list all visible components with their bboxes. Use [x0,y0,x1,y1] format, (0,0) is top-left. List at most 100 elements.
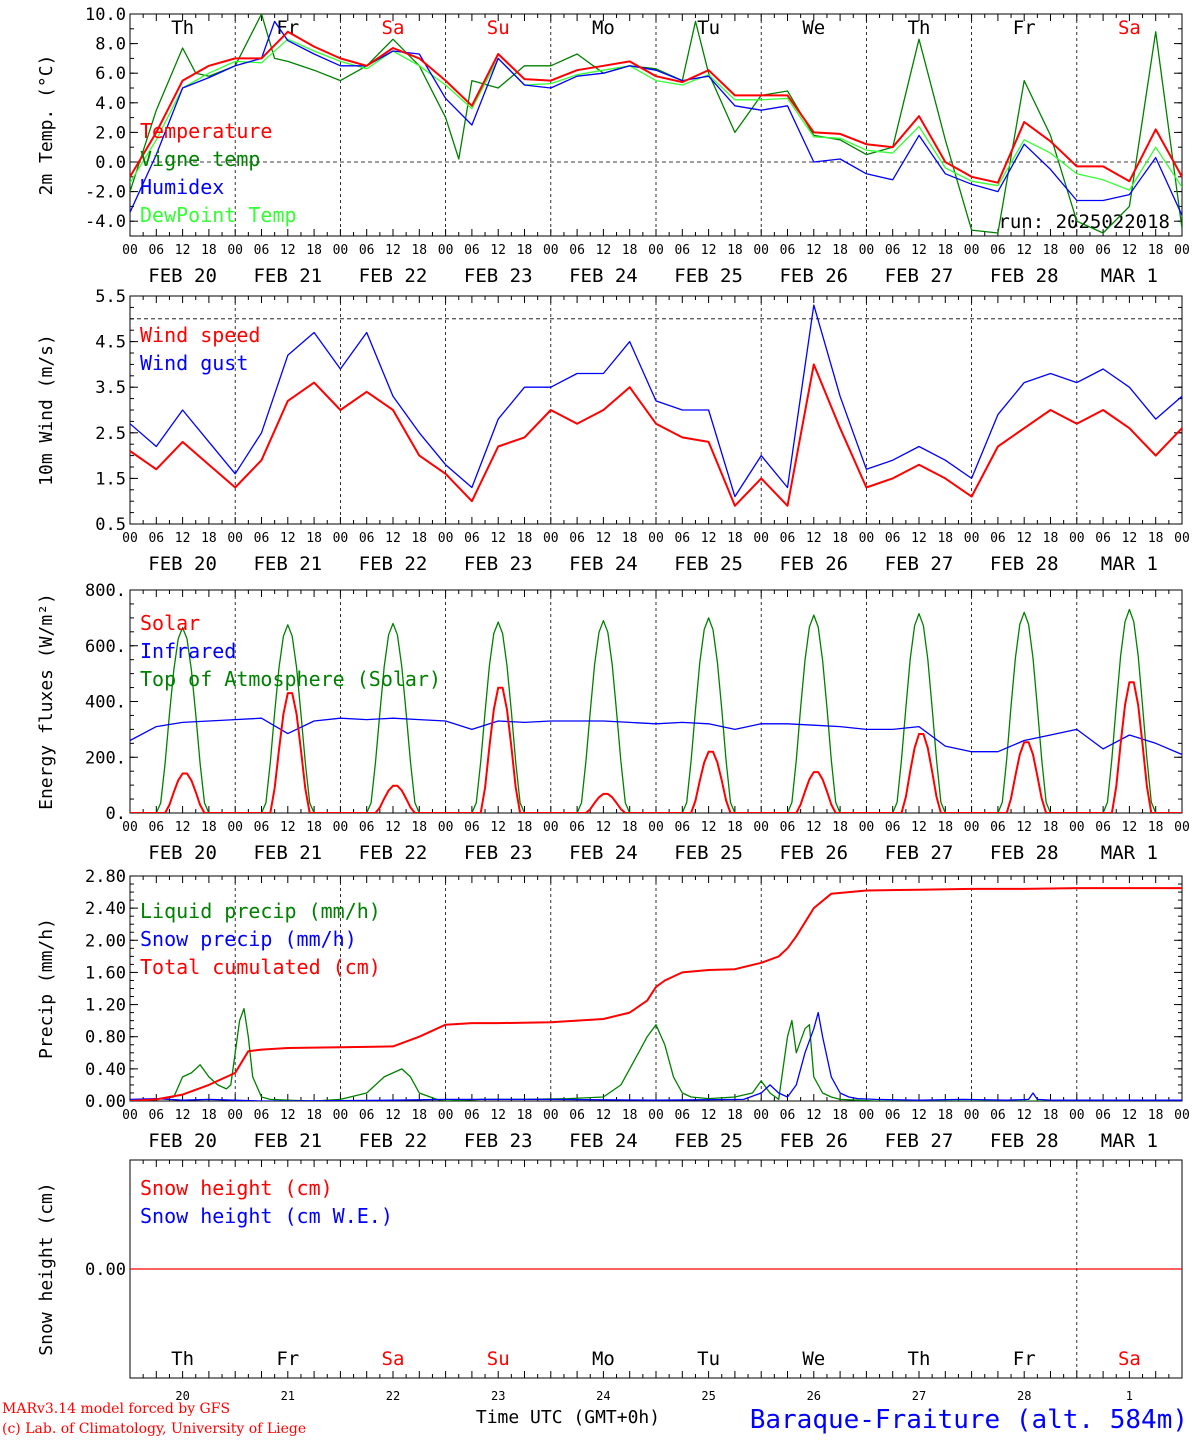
day-number-label: 26 [807,1389,821,1403]
hour-label: 00 [227,1108,243,1123]
date-label: FEB 21 [253,1130,322,1152]
weekday-label: We [802,17,825,39]
date-label: FEB 22 [359,265,428,287]
hour-label: 18 [1043,243,1059,258]
hour-label: 00 [1174,531,1190,546]
hour-label: 00 [753,531,769,546]
hour-label: 06 [1095,820,1111,835]
panel-2: 5.5 4.5 3.5 2.5 1.5 0.5 10m Wind (m/s) 00 06 12 18… [36,287,1190,575]
hour-label: 18 [727,1108,743,1123]
hour-label: 12 [280,1108,296,1123]
y-tick-label: 0.0 [95,153,126,173]
series-line-dewpoint-temp [130,38,1182,191]
hour-label: 12 [175,1108,191,1123]
weekday-label: Fr [1013,17,1036,39]
date-label: FEB 27 [885,553,954,575]
hour-label: 12 [911,531,927,546]
date-label: FEB 27 [885,1130,954,1152]
day-number-label: 22 [386,1389,400,1403]
hour-label: 06 [1095,1108,1111,1123]
hour-label: 12 [175,820,191,835]
date-label: FEB 27 [885,842,954,864]
hour-label: 18 [622,820,638,835]
weekday-label: Tu [697,1348,720,1370]
day-number-label: 21 [281,1389,295,1403]
hour-label: 18 [937,820,953,835]
hour-label: 00 [964,820,980,835]
date-label: FEB 26 [779,842,848,864]
hour-label: 12 [490,1108,506,1123]
hour-label: 18 [622,1108,638,1123]
hour-label: 18 [1148,243,1164,258]
weekday-label: Th [171,1348,194,1370]
y-tick-label: 0.40 [85,1060,126,1080]
hour-label: 00 [753,1108,769,1123]
hour-label: 18 [1148,531,1164,546]
hour-label: 18 [622,531,638,546]
y-axis-label: Energy fluxes (W/m²) [36,593,57,810]
series-line-total-cumulated-cm [130,887,1182,1101]
weekday-label: Sa [1118,17,1141,39]
date-label: FEB 21 [253,265,322,287]
model-credit: MARv3.14 model forced by GFS [2,1401,230,1417]
hour-label: 06 [254,531,270,546]
hour-label: 06 [254,820,270,835]
hour-label: 06 [464,531,480,546]
hour-label: 12 [175,243,191,258]
hour-label: 12 [911,820,927,835]
y-axis-label: Precip (mm/h) [36,918,57,1059]
series-line-top-of-atmosphere-solar [130,608,1182,813]
hour-label: 00 [753,243,769,258]
hour-label: 12 [1122,531,1138,546]
date-label: FEB 24 [569,842,638,864]
hour-label: 18 [727,820,743,835]
hour-label: 00 [438,1108,454,1123]
hour-label: 12 [596,1108,612,1123]
hour-label: 00 [964,531,980,546]
hour-label: 12 [1016,243,1032,258]
y-tick-label: 1.5 [95,469,126,489]
date-label: FEB 21 [253,553,322,575]
hour-label: 00 [543,1108,559,1123]
date-label: FEB 20 [148,553,217,575]
series-line-wind-speed [130,363,1182,507]
date-label: FEB 25 [674,842,743,864]
hour-label: 06 [254,243,270,258]
hour-label: 18 [517,1108,533,1123]
legend-entry: Wind speed [140,323,260,347]
hour-label: 00 [1069,243,1085,258]
hour-label: 18 [727,531,743,546]
x-axis-title: Time UTC (GMT+0h) [476,1407,660,1428]
hour-label: 06 [674,1108,690,1123]
weekday-label: We [802,1348,825,1370]
hour-label: 18 [411,1108,427,1123]
series-line-temperature [130,30,1182,184]
panel-4: 2.80 2.40 2.00 1.60 1.20 0.80 0.40 0.00 Precip (… [36,867,1190,1152]
date-label: FEB 28 [990,553,1059,575]
hour-label: 12 [701,1108,717,1123]
hour-label: 18 [1148,1108,1164,1123]
series-line-snow-precip-mm-h [130,1011,1182,1101]
hour-label: 12 [490,531,506,546]
y-tick-label: 6.0 [95,64,126,84]
hour-label: 00 [859,243,875,258]
hour-label: 18 [832,531,848,546]
hour-label: 00 [227,531,243,546]
hour-label: 06 [464,1108,480,1123]
hour-label: 06 [569,820,585,835]
weekday-label: Mo [592,1348,615,1370]
hour-label: 12 [1016,820,1032,835]
hour-label: 06 [780,820,796,835]
date-label: FEB 20 [148,842,217,864]
weekday-label: Tu [697,17,720,39]
hour-label: 06 [148,243,164,258]
date-label: FEB 28 [990,1130,1059,1152]
hour-label: 12 [280,531,296,546]
y-tick-label: 5.5 [95,287,126,307]
legend-entry: Snow height (cm W.E.) [140,1204,393,1228]
y-tick-label: 400. [85,693,126,713]
hour-label: 12 [1016,531,1032,546]
hour-label: 00 [122,1108,138,1123]
date-label: FEB 25 [674,553,743,575]
hour-label: 00 [227,820,243,835]
